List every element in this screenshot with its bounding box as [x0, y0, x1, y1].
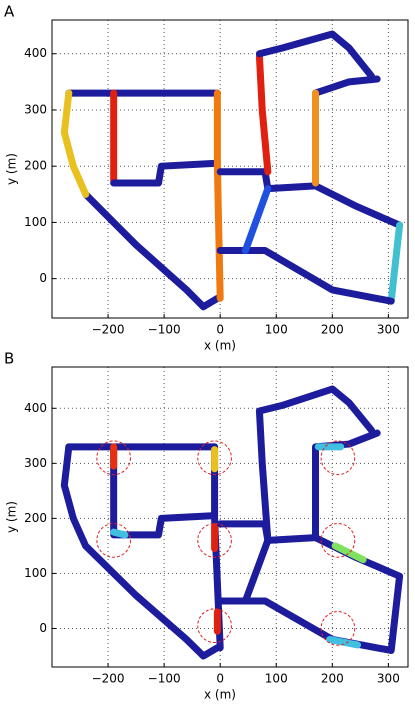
trajectory — [255, 53, 272, 176]
x-tick-label: 100 — [265, 323, 288, 337]
y-axis-label: y (m) — [5, 153, 19, 185]
x-tick-label: 200 — [321, 323, 344, 337]
highlight-circle — [96, 440, 131, 476]
y-tick-label: 0 — [39, 271, 47, 285]
y-tick-label: 400 — [24, 401, 47, 415]
highlight-circle — [197, 608, 232, 644]
x-axis-label: x (m) — [204, 688, 236, 702]
trajectory — [255, 30, 376, 80]
trajectory — [110, 159, 219, 187]
y-tick-label: 300 — [24, 456, 47, 470]
y-tick-label: 200 — [24, 159, 47, 173]
y-tick-label: 300 — [24, 102, 47, 116]
x-tick-label: 0 — [216, 323, 224, 337]
y-tick-label: 200 — [24, 511, 47, 525]
y-tick-label: 0 — [39, 621, 47, 635]
x-tick-label: 100 — [265, 672, 288, 686]
trajectory — [82, 190, 221, 311]
trajectory — [110, 528, 129, 539]
panel-label: B — [4, 350, 14, 368]
trajectory — [241, 185, 272, 255]
trajectory — [331, 542, 367, 564]
trajectory — [213, 89, 224, 302]
y-axis-label: y (m) — [5, 501, 19, 533]
x-tick-label: 200 — [321, 672, 344, 686]
y-tick-label: 100 — [24, 215, 47, 229]
trajectory — [216, 247, 395, 305]
plot-frame — [51, 366, 409, 668]
trajectory — [110, 512, 219, 539]
trajectory — [311, 182, 404, 229]
trajectory — [216, 168, 319, 193]
x-tick-label: 300 — [377, 672, 400, 686]
highlight-circle — [197, 440, 232, 476]
y-tick-label: 400 — [24, 46, 47, 60]
trajectory — [311, 75, 381, 97]
highlight-circle — [197, 523, 232, 558]
x-tick-label: 300 — [377, 323, 400, 337]
trajectory — [387, 221, 404, 305]
trajectory — [241, 385, 376, 605]
trajectory — [60, 89, 90, 198]
panel-label: A — [4, 3, 15, 21]
highlight-circle — [320, 523, 356, 558]
highlight-circle — [320, 611, 356, 646]
plot-frame — [51, 19, 409, 319]
x-tick-label: −100 — [148, 323, 181, 337]
x-tick-label: 0 — [216, 672, 224, 686]
x-tick-label: −100 — [148, 672, 181, 686]
highlight-circle — [320, 440, 356, 476]
highlight-circle — [96, 523, 131, 558]
trajectory — [326, 635, 362, 649]
y-tick-label: 100 — [24, 566, 47, 580]
x-tick-label: −200 — [92, 323, 125, 337]
x-axis-label: x (m) — [204, 339, 236, 353]
trajectory — [60, 443, 221, 660]
x-tick-label: −200 — [92, 672, 125, 686]
